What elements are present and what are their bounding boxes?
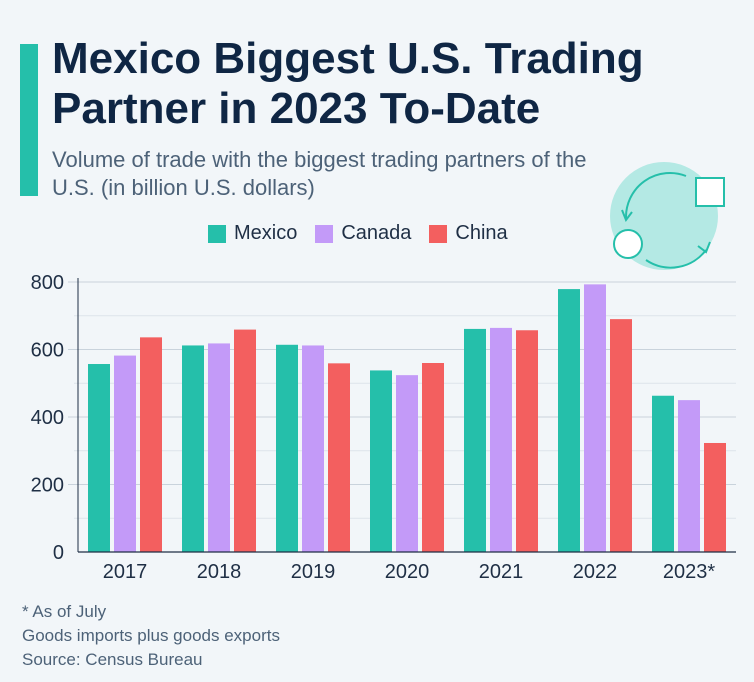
bar-canada-2019 [302, 345, 324, 552]
bar-canada-2022 [584, 284, 606, 552]
bar-mexico-2022 [558, 289, 580, 552]
y-tick-label: 0 [53, 542, 64, 564]
bar-mexico-2017 [88, 364, 110, 552]
bar-mexico-2023 [652, 395, 674, 552]
bar-canada-2017 [114, 355, 136, 552]
bar-mexico-2020 [370, 370, 392, 552]
y-tick-label: 200 [31, 475, 64, 497]
x-tick-label: 2019 [291, 561, 336, 583]
chart-title: Mexico Biggest U.S. Trading Partner in 2… [52, 34, 644, 133]
x-tick-label: 2022 [573, 561, 618, 583]
bar-china-2022 [610, 319, 632, 552]
legend-label-canada: Canada [341, 222, 412, 244]
footnote-as-of: * As of July [22, 602, 107, 621]
x-tick-label: 2017 [103, 561, 148, 583]
legend-swatch-canada [315, 224, 334, 243]
legend-item-china: China [429, 222, 508, 245]
chart-legend: Mexico Canada China [208, 222, 508, 245]
x-tick-label: 2023* [663, 561, 715, 583]
bar-china-2017 [140, 337, 162, 552]
bar-canada-2018 [208, 343, 230, 552]
bar-china-2018 [234, 329, 256, 552]
legend-label-mexico: Mexico [234, 222, 298, 244]
bar-mexico-2018 [182, 345, 204, 552]
y-tick-label: 400 [31, 407, 64, 429]
legend-item-canada: Canada [315, 222, 411, 245]
legend-swatch-mexico [208, 224, 226, 243]
bar-china-2019 [328, 363, 350, 552]
x-tick-label: 2018 [197, 561, 242, 583]
footnote-goods: Goods imports plus goods exports [22, 626, 280, 645]
title-accent-bar [20, 44, 38, 196]
bar-canada-2021 [490, 327, 512, 552]
bar-china-2023 [704, 442, 726, 552]
y-tick-label: 800 [31, 272, 64, 294]
x-tick-label: 2021 [479, 561, 524, 583]
bar-mexico-2019 [276, 344, 298, 552]
footnotes: * As of July Goods imports plus goods ex… [22, 600, 280, 672]
legend-swatch-china [429, 224, 448, 243]
bar-mexico-2021 [464, 328, 486, 552]
chart-subtitle: Volume of trade with the biggest trading… [52, 147, 587, 200]
bar-china-2020 [422, 363, 444, 552]
bar-canada-2020 [396, 375, 418, 552]
bar-china-2021 [516, 330, 538, 552]
legend-item-mexico: Mexico [208, 222, 297, 245]
bar-canada-2023 [678, 400, 700, 552]
source-note: Source: Census Bureau [22, 650, 203, 669]
legend-label-china: China [455, 222, 508, 244]
y-tick-label: 600 [31, 340, 64, 362]
trade-exchange-icon [610, 162, 725, 270]
bar-chart: 0 200 400 600 800 2017 2018 2019 2020 2021 2022 202… [31, 272, 736, 583]
x-tick-label: 2020 [385, 561, 430, 583]
